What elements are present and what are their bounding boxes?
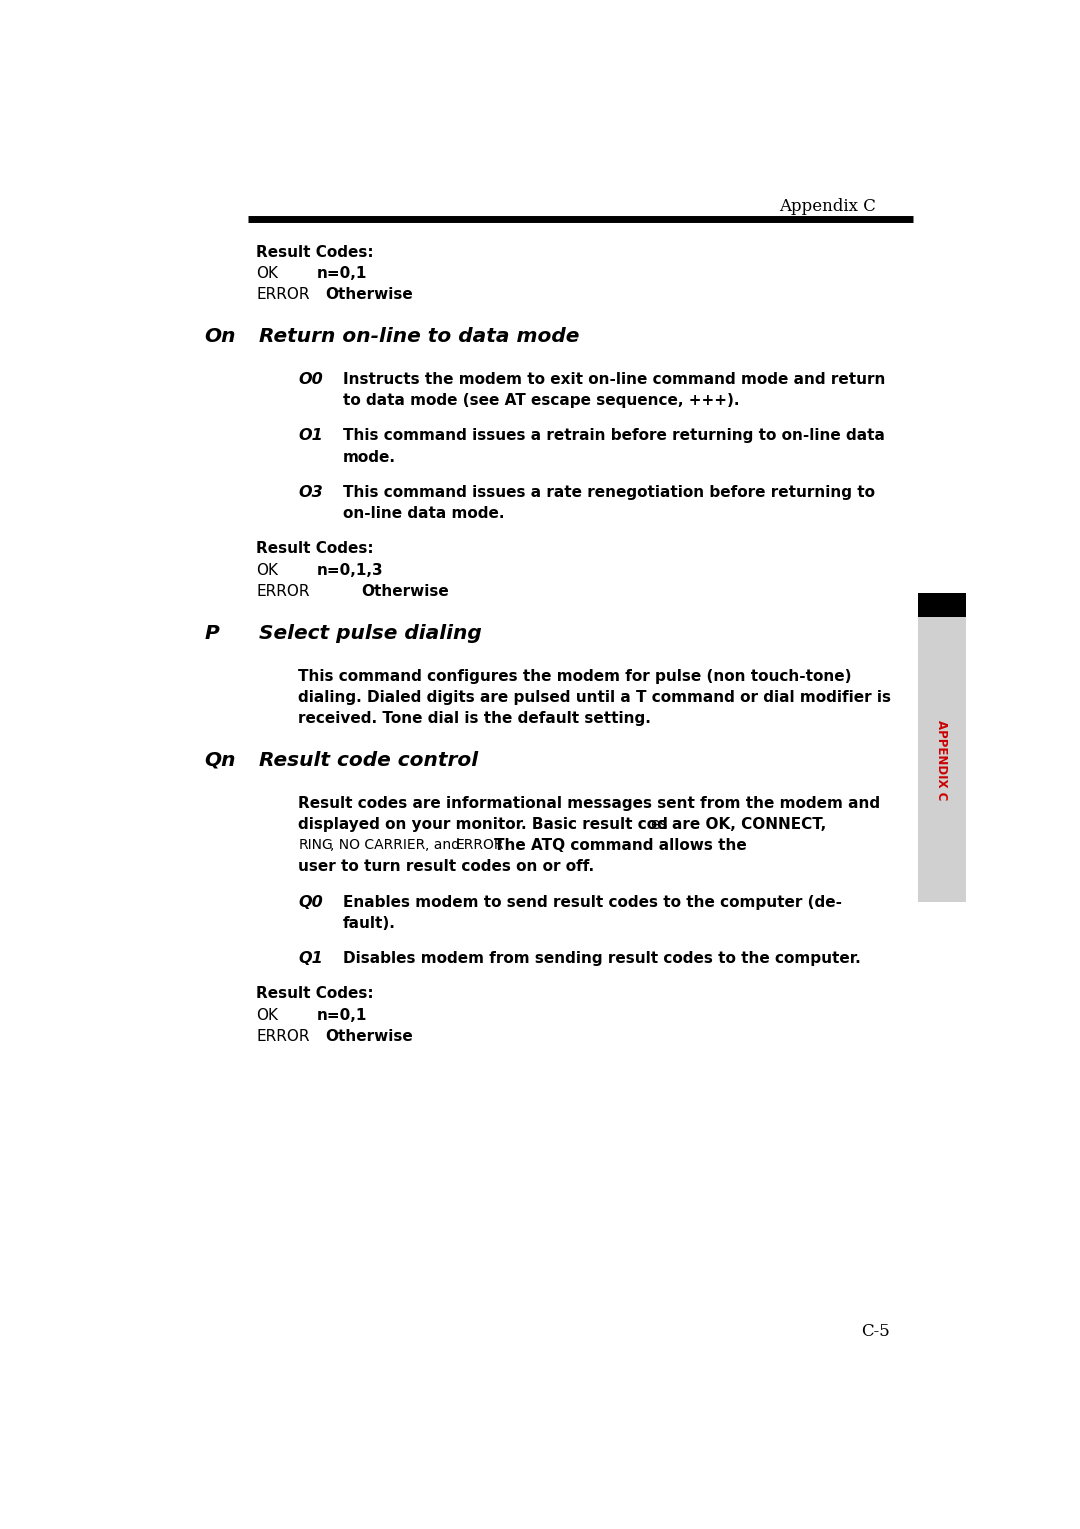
Text: es: es: [650, 816, 667, 832]
Text: On: On: [204, 327, 235, 346]
Text: mode.: mode.: [342, 450, 395, 465]
Text: This command issues a retrain before returning to on-line data: This command issues a retrain before ret…: [342, 428, 885, 443]
Text: The ATQ command allows the: The ATQ command allows the: [494, 838, 747, 853]
Text: displayed on your monitor. Basic result cod: displayed on your monitor. Basic result …: [298, 816, 669, 832]
Text: dialing. Dialed digits are pulsed until a T command or dial modifier is: dialing. Dialed digits are pulsed until …: [298, 690, 891, 705]
Text: on-line data mode.: on-line data mode.: [342, 506, 504, 521]
Text: ERROR: ERROR: [256, 584, 310, 599]
Text: O0: O0: [298, 372, 323, 387]
Text: Otherwise: Otherwise: [325, 1029, 413, 1044]
Text: Result codes are informational messages sent from the modem and: Result codes are informational messages …: [298, 795, 880, 810]
Text: O3: O3: [298, 485, 323, 500]
Text: received. Tone dial is the default setting.: received. Tone dial is the default setti…: [298, 711, 651, 726]
Text: are OK, CONNECT,: are OK, CONNECT,: [673, 816, 826, 832]
Text: , NO CARRIER: , NO CARRIER: [330, 838, 426, 852]
Text: ERROR: ERROR: [456, 838, 504, 852]
Text: O1: O1: [298, 428, 323, 443]
Text: , and: , and: [426, 838, 460, 852]
Text: Result Codes:: Result Codes:: [256, 245, 374, 260]
Text: This command configures the modem for pulse (non touch-tone): This command configures the modem for pu…: [298, 668, 852, 683]
Text: Instructs the modem to exit on-line command mode and return: Instructs the modem to exit on-line comm…: [342, 372, 885, 387]
Text: Result Codes:: Result Codes:: [256, 541, 374, 557]
Text: RING: RING: [298, 838, 333, 852]
Text: user to turn result codes on or off.: user to turn result codes on or off.: [298, 859, 594, 875]
Text: ERROR: ERROR: [256, 1029, 310, 1044]
Text: Q1: Q1: [298, 951, 323, 966]
FancyBboxPatch shape: [918, 595, 967, 902]
Text: Enables modem to send result codes to the computer (de-: Enables modem to send result codes to th…: [342, 894, 841, 910]
Text: Q0: Q0: [298, 894, 323, 910]
Text: n=0,1: n=0,1: [316, 266, 367, 281]
Text: Disables modem from sending result codes to the computer.: Disables modem from sending result codes…: [342, 951, 861, 966]
Text: APPENDIX C: APPENDIX C: [935, 720, 948, 801]
Text: fault).: fault).: [342, 916, 395, 931]
Text: Otherwise: Otherwise: [325, 287, 413, 303]
Text: n=0,1,3: n=0,1,3: [316, 563, 383, 578]
Text: Qn: Qn: [204, 751, 235, 771]
Text: C-5: C-5: [862, 1323, 890, 1339]
Text: Select pulse dialing: Select pulse dialing: [259, 624, 482, 642]
Text: Return on-line to data mode: Return on-line to data mode: [259, 327, 579, 346]
Text: n=0,1: n=0,1: [316, 1008, 367, 1023]
Text: OK: OK: [256, 563, 279, 578]
Text: Result Codes:: Result Codes:: [256, 986, 374, 1001]
Text: Result code control: Result code control: [259, 751, 478, 771]
Text: This command issues a rate renegotiation before returning to: This command issues a rate renegotiation…: [342, 485, 875, 500]
Text: to data mode (see AT escape sequence, +++).: to data mode (see AT escape sequence, ++…: [342, 393, 739, 408]
Text: OK: OK: [256, 1008, 279, 1023]
Text: Appendix C: Appendix C: [779, 197, 876, 214]
Text: P: P: [204, 624, 219, 642]
Text: ERROR: ERROR: [256, 287, 310, 303]
Text: OK: OK: [256, 266, 279, 281]
FancyBboxPatch shape: [918, 593, 967, 616]
Text: Otherwise: Otherwise: [361, 584, 449, 599]
